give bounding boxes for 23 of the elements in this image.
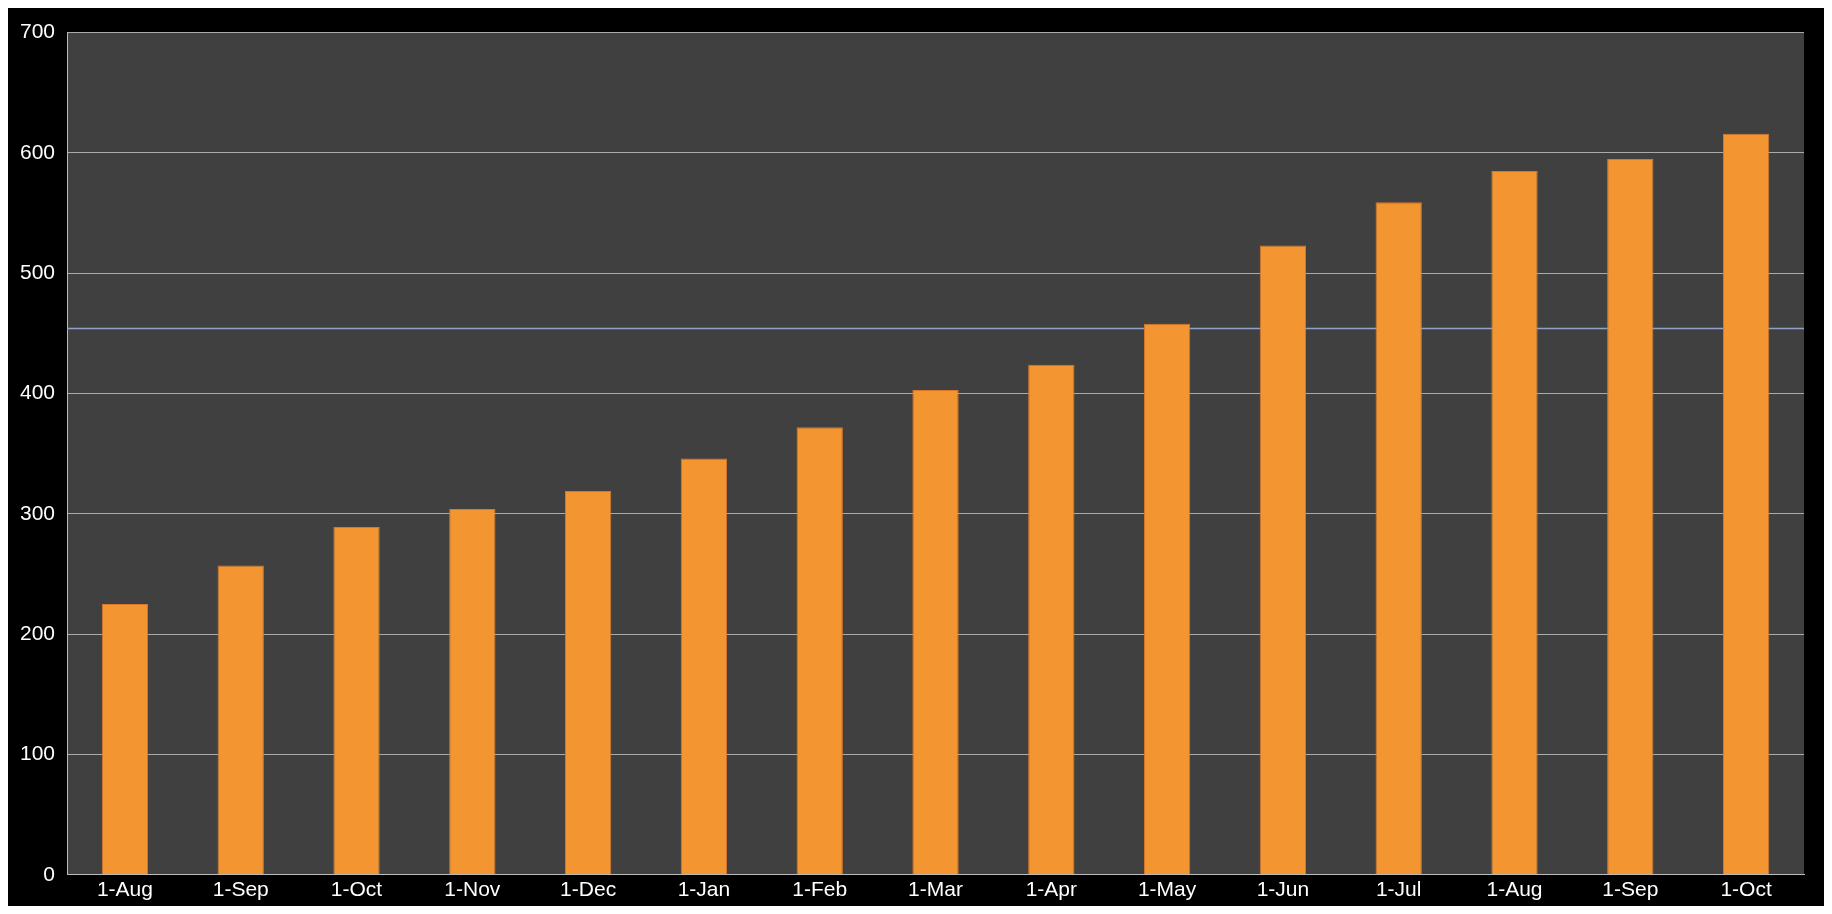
x-tick-label: 1-Apr: [1025, 877, 1077, 901]
x-tick-label: 1-Jan: [677, 877, 731, 901]
x-tick-label: 1-Sep: [1602, 877, 1659, 901]
y-tick-label: 400: [19, 380, 56, 404]
x-tick-label: 1-Dec: [560, 877, 617, 901]
x-tick-label: 1-Aug: [1486, 877, 1543, 901]
x-tick-label: 1-Aug: [96, 877, 153, 901]
y-tick-label: 600: [19, 139, 56, 163]
x-tick-label: 1-Jul: [1375, 877, 1422, 901]
x-tick-label: 1-Feb: [792, 877, 848, 901]
y-tick-label: 200: [19, 620, 56, 644]
y-tick-label: 700: [19, 19, 56, 43]
x-tick-label: 1-Jun: [1256, 877, 1310, 901]
x-tick-label: 1-Oct: [1720, 877, 1772, 901]
y-tick-label: 300: [19, 500, 56, 524]
y-tick-label: 100: [19, 741, 56, 765]
y-tick-label: 0: [43, 861, 56, 885]
y-tick-label: 500: [19, 260, 56, 284]
x-tick-label: 1-Oct: [330, 877, 383, 901]
x-tick-label: 1-Mar: [908, 877, 963, 901]
x-tick-label: 1-Nov: [444, 877, 501, 901]
x-tick-label: 1-Sep: [212, 877, 269, 901]
x-tick-label: 1-May: [1137, 877, 1197, 901]
